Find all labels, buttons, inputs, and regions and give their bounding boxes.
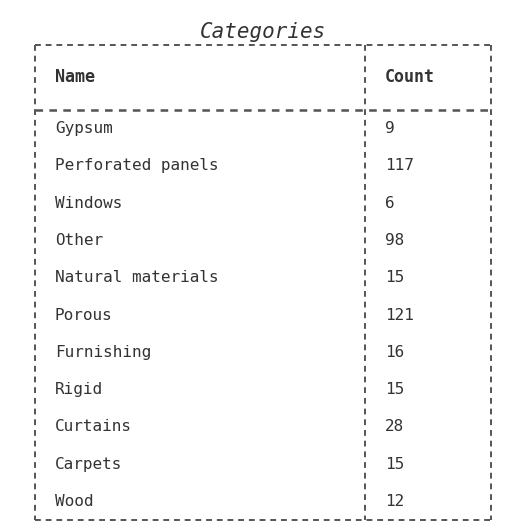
Text: Rigid: Rigid <box>55 382 103 397</box>
Text: 28: 28 <box>385 419 404 434</box>
Text: 12: 12 <box>385 494 404 509</box>
Text: Porous: Porous <box>55 307 113 322</box>
Text: 98: 98 <box>385 233 404 248</box>
Text: Windows: Windows <box>55 196 123 211</box>
Text: Perforated panels: Perforated panels <box>55 159 219 173</box>
Text: 15: 15 <box>385 456 404 471</box>
Text: Carpets: Carpets <box>55 456 123 471</box>
Text: Gypsum: Gypsum <box>55 121 113 136</box>
Text: Name: Name <box>55 69 95 87</box>
Text: 6: 6 <box>385 196 394 211</box>
Text: Wood: Wood <box>55 494 94 509</box>
Text: Categories: Categories <box>200 22 326 42</box>
Text: 121: 121 <box>385 307 414 322</box>
Text: 16: 16 <box>385 345 404 360</box>
Text: Other: Other <box>55 233 103 248</box>
Text: Curtains: Curtains <box>55 419 132 434</box>
Text: Count: Count <box>385 69 435 87</box>
Text: 15: 15 <box>385 270 404 285</box>
Text: Natural materials: Natural materials <box>55 270 219 285</box>
Text: Furnishing: Furnishing <box>55 345 151 360</box>
Text: 9: 9 <box>385 121 394 136</box>
Text: 117: 117 <box>385 159 414 173</box>
Text: 15: 15 <box>385 382 404 397</box>
